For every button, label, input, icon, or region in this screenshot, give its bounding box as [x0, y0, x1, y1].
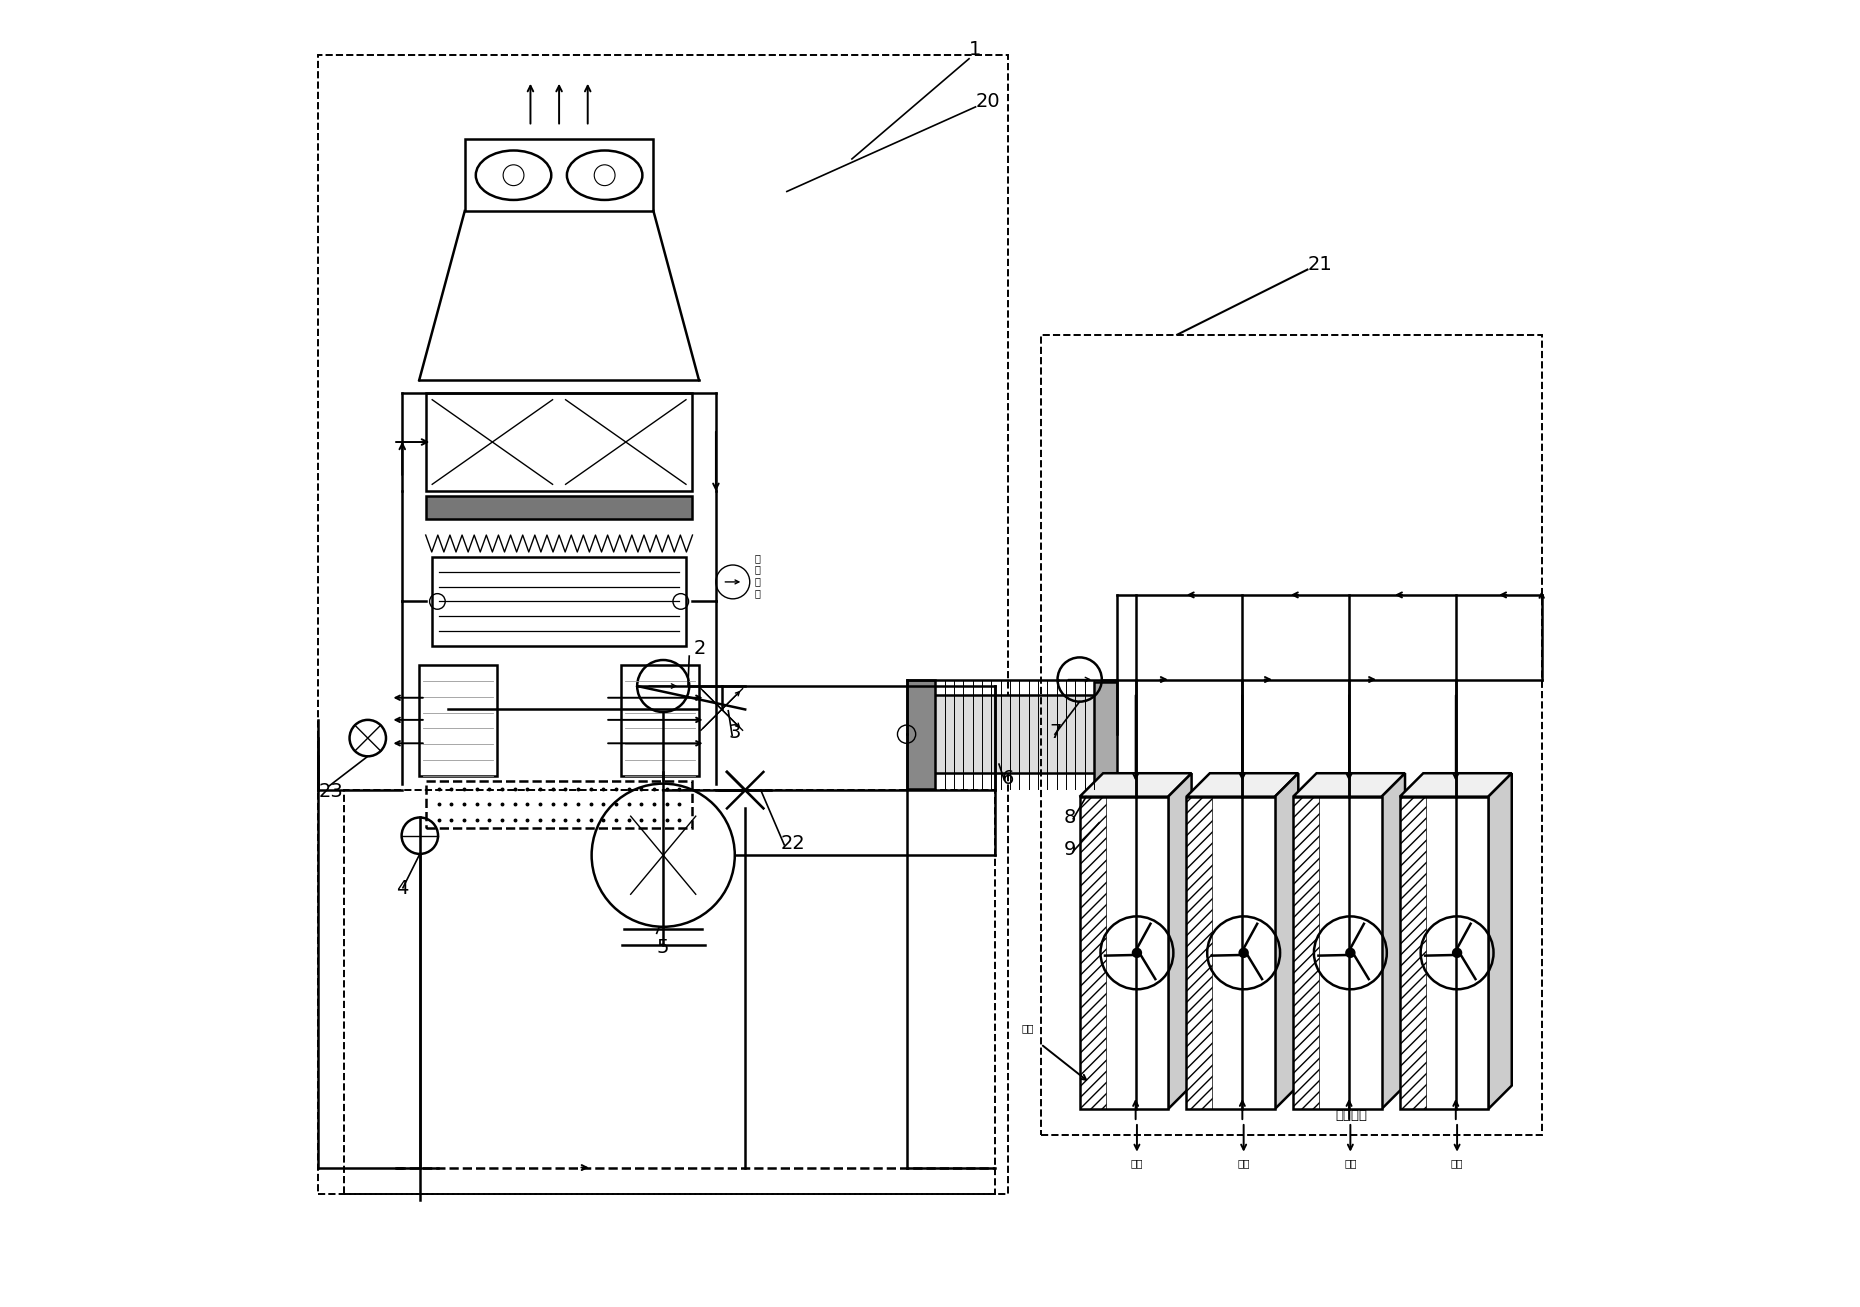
Text: 4: 4 [396, 880, 409, 898]
Polygon shape [1079, 774, 1192, 797]
Text: 出风: 出风 [1237, 1158, 1250, 1168]
Text: 8: 8 [1064, 808, 1077, 827]
Circle shape [1239, 948, 1248, 958]
Polygon shape [1168, 774, 1192, 1110]
Bar [344, 791, 995, 1193]
Bar [1293, 797, 1382, 1110]
Polygon shape [1382, 774, 1404, 1110]
Circle shape [593, 165, 616, 186]
Bar [1401, 797, 1427, 1110]
Bar [1187, 797, 1274, 1110]
Bar [426, 782, 692, 827]
Text: 出风: 出风 [1451, 1158, 1464, 1168]
Polygon shape [1274, 774, 1298, 1110]
Bar [1079, 797, 1105, 1110]
Bar [426, 393, 692, 491]
Text: 20: 20 [975, 91, 1001, 111]
Polygon shape [1293, 774, 1404, 797]
Polygon shape [1401, 774, 1512, 797]
Text: 6: 6 [1001, 769, 1014, 788]
Text: 2: 2 [694, 639, 705, 657]
Polygon shape [1488, 774, 1512, 1110]
Text: 1: 1 [969, 39, 982, 59]
Bar [1187, 797, 1213, 1110]
Bar [1079, 797, 1168, 1110]
Circle shape [1131, 948, 1142, 958]
Bar [1040, 335, 1542, 1134]
Text: 进风: 进风 [1021, 1023, 1034, 1034]
Circle shape [502, 165, 525, 186]
Polygon shape [1187, 774, 1298, 797]
Text: 22: 22 [781, 834, 805, 852]
Bar [318, 55, 1008, 1193]
Text: 外
界
进
风: 外 界 进 风 [755, 553, 761, 597]
Circle shape [1453, 948, 1462, 958]
Text: 出风: 出风 [1345, 1158, 1356, 1168]
Text: 3: 3 [729, 723, 740, 742]
Bar [621, 665, 699, 776]
Text: 5: 5 [657, 938, 670, 957]
Bar [465, 140, 653, 210]
Ellipse shape [567, 150, 642, 200]
Circle shape [1345, 948, 1356, 958]
Ellipse shape [476, 150, 551, 200]
Bar [1401, 797, 1488, 1110]
Text: 7: 7 [1049, 723, 1062, 742]
Bar [930, 695, 1099, 774]
Bar [1293, 797, 1319, 1110]
Text: 9: 9 [1064, 840, 1077, 859]
Text: 23: 23 [318, 782, 342, 801]
Bar [1094, 682, 1118, 787]
Bar [418, 665, 497, 776]
Bar [426, 497, 692, 519]
Bar [432, 557, 686, 646]
Text: 数据机房: 数据机房 [1335, 1110, 1367, 1123]
Text: 21: 21 [1308, 255, 1332, 273]
Bar [906, 680, 936, 789]
Text: 出风: 出风 [1131, 1158, 1144, 1168]
